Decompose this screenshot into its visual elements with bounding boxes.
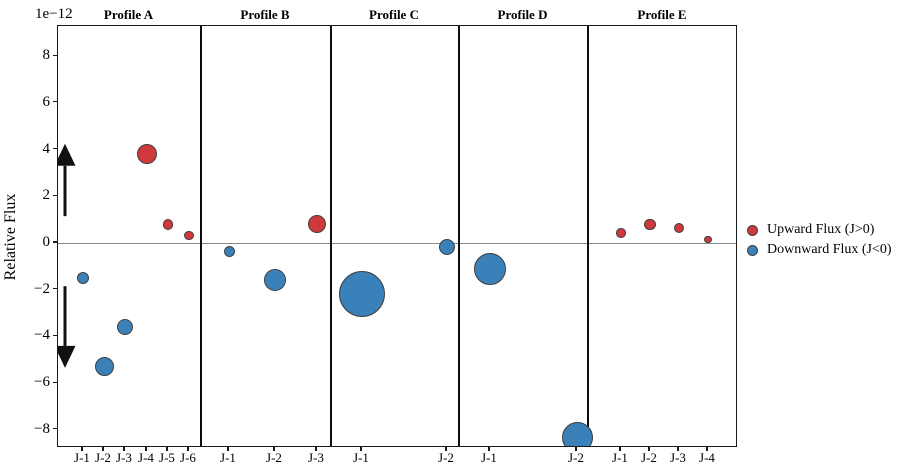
x-tick-label-profile-b-j-1: J-1 [220, 450, 236, 465]
downward-flux-marker-icon [747, 244, 758, 256]
panel-title-profile-c: Profile C [369, 7, 419, 22]
y-tick-mark [53, 334, 57, 336]
x-tick-label-profile-e-j-3: J-3 [670, 450, 686, 465]
plot-area [57, 25, 737, 447]
x-tick-label-profile-d-j-1: J-1 [481, 450, 497, 465]
y-tick-label-6: 6 [42, 93, 51, 110]
x-tick-label-profile-c-j-2: J-2 [438, 450, 454, 465]
data-point-profile-e-j-1 [616, 228, 626, 238]
panel-separator-profile-a [199, 26, 203, 446]
panel-title-profile-d: Profile D [497, 7, 548, 22]
data-point-profile-d-j-1 [474, 252, 506, 285]
y-tick-mark [53, 148, 57, 150]
up-arrow-icon [58, 143, 76, 217]
data-point-profile-d-j-2 [561, 422, 593, 446]
x-tick-label-profile-a-j-3: J-3 [116, 450, 132, 465]
y-tick-label-2: 2 [42, 187, 51, 204]
data-point-profile-a-j-6 [184, 230, 194, 240]
x-tick-mark [706, 447, 708, 451]
x-tick-label-profile-b-j-2: J-2 [266, 450, 282, 465]
zero-gridline [58, 242, 736, 244]
x-tick-mark [619, 447, 621, 451]
y-tick-label-8: 8 [42, 47, 51, 64]
data-point-profile-b-j-2 [264, 269, 286, 292]
x-tick-label-profile-a-j-4: J-4 [138, 450, 154, 465]
y-tick-label-−6: −6 [34, 374, 50, 391]
data-point-profile-a-j-3 [117, 319, 133, 336]
y-tick-label-−8: −8 [34, 420, 50, 437]
legend-item-downward-flux: Downward Flux (J<0) [747, 240, 892, 260]
x-tick-label-profile-a-j-2: J-2 [95, 450, 111, 465]
x-tick-mark [187, 447, 189, 451]
direction-arrows [58, 143, 76, 368]
y-tick-mark [53, 101, 57, 103]
x-tick-label-profile-e-j-2: J-2 [641, 450, 657, 465]
y-tick-mark [53, 288, 57, 290]
y-tick-mark [53, 194, 57, 196]
data-point-profile-e-j-2 [644, 218, 656, 230]
y-axis-scale-label: 1e−12 [35, 6, 73, 22]
x-tick-label-profile-b-j-3: J-3 [308, 450, 324, 465]
legend-label-upward-flux: Upward Flux (J>0) [767, 222, 875, 237]
x-tick-label-profile-a-j-5: J-5 [159, 450, 175, 465]
x-tick-mark [145, 447, 147, 451]
x-tick-label-profile-a-j-1: J-1 [74, 450, 90, 465]
x-tick-mark [166, 447, 168, 451]
x-tick-mark [81, 447, 83, 451]
data-point-profile-a-j-5 [162, 219, 174, 230]
data-point-profile-c-j-1 [339, 271, 385, 318]
data-point-profile-a-j-2 [94, 357, 114, 377]
x-tick-label-profile-d-j-2: J-2 [568, 450, 584, 465]
legend-item-upward-flux: Upward Flux (J>0) [747, 220, 892, 240]
x-tick-mark [315, 447, 317, 451]
data-point-profile-b-j-1 [223, 245, 235, 257]
x-tick-mark [575, 447, 577, 451]
x-tick-mark [227, 447, 229, 451]
y-tick-mark [53, 54, 57, 56]
data-point-profile-a-j-4 [137, 144, 157, 165]
y-tick-mark [53, 428, 57, 430]
y-tick-label-−2: −2 [34, 280, 50, 297]
data-point-profile-e-j-3 [673, 222, 685, 234]
upward-flux-marker-icon [747, 224, 758, 236]
x-tick-mark [677, 447, 679, 451]
x-tick-mark [445, 447, 447, 451]
y-tick-label-−4: −4 [34, 327, 50, 344]
legend-label-downward-flux: Downward Flux (J<0) [767, 242, 892, 257]
panel-title-profile-e: Profile E [637, 7, 687, 22]
x-tick-mark [648, 447, 650, 451]
legend: Upward Flux (J>0) Downward Flux (J<0) [747, 220, 892, 260]
x-tick-mark [360, 447, 362, 451]
x-tick-mark [123, 447, 125, 451]
data-point-profile-b-j-3 [308, 215, 326, 234]
x-tick-mark [273, 447, 275, 451]
data-point-profile-e-j-4 [704, 235, 712, 244]
data-point-profile-a-j-1 [77, 272, 89, 285]
panel-title-profile-b: Profile B [240, 7, 290, 22]
y-tick-mark [53, 381, 57, 383]
y-tick-label-0: 0 [42, 234, 51, 250]
y-tick-mark [53, 241, 57, 243]
x-tick-label-profile-a-j-6: J-6 [180, 450, 196, 465]
panel-separator-profile-c [457, 26, 461, 446]
x-tick-mark [102, 447, 104, 451]
panel-separator-profile-d [586, 26, 590, 446]
data-point-profile-c-j-2 [439, 238, 455, 255]
x-tick-label-profile-e-j-1: J-1 [612, 450, 628, 465]
x-tick-mark [488, 447, 490, 451]
down-arrow-icon [58, 286, 76, 368]
x-tick-label-profile-e-j-4: J-4 [699, 450, 715, 465]
y-tick-label-4: 4 [42, 140, 51, 157]
panel-title-profile-a: Profile A [103, 7, 154, 22]
x-tick-label-profile-c-j-1: J-1 [353, 450, 369, 465]
panel-separator-profile-b [329, 26, 333, 446]
